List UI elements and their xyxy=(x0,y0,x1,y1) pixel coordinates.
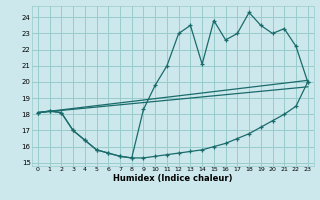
X-axis label: Humidex (Indice chaleur): Humidex (Indice chaleur) xyxy=(113,174,233,183)
